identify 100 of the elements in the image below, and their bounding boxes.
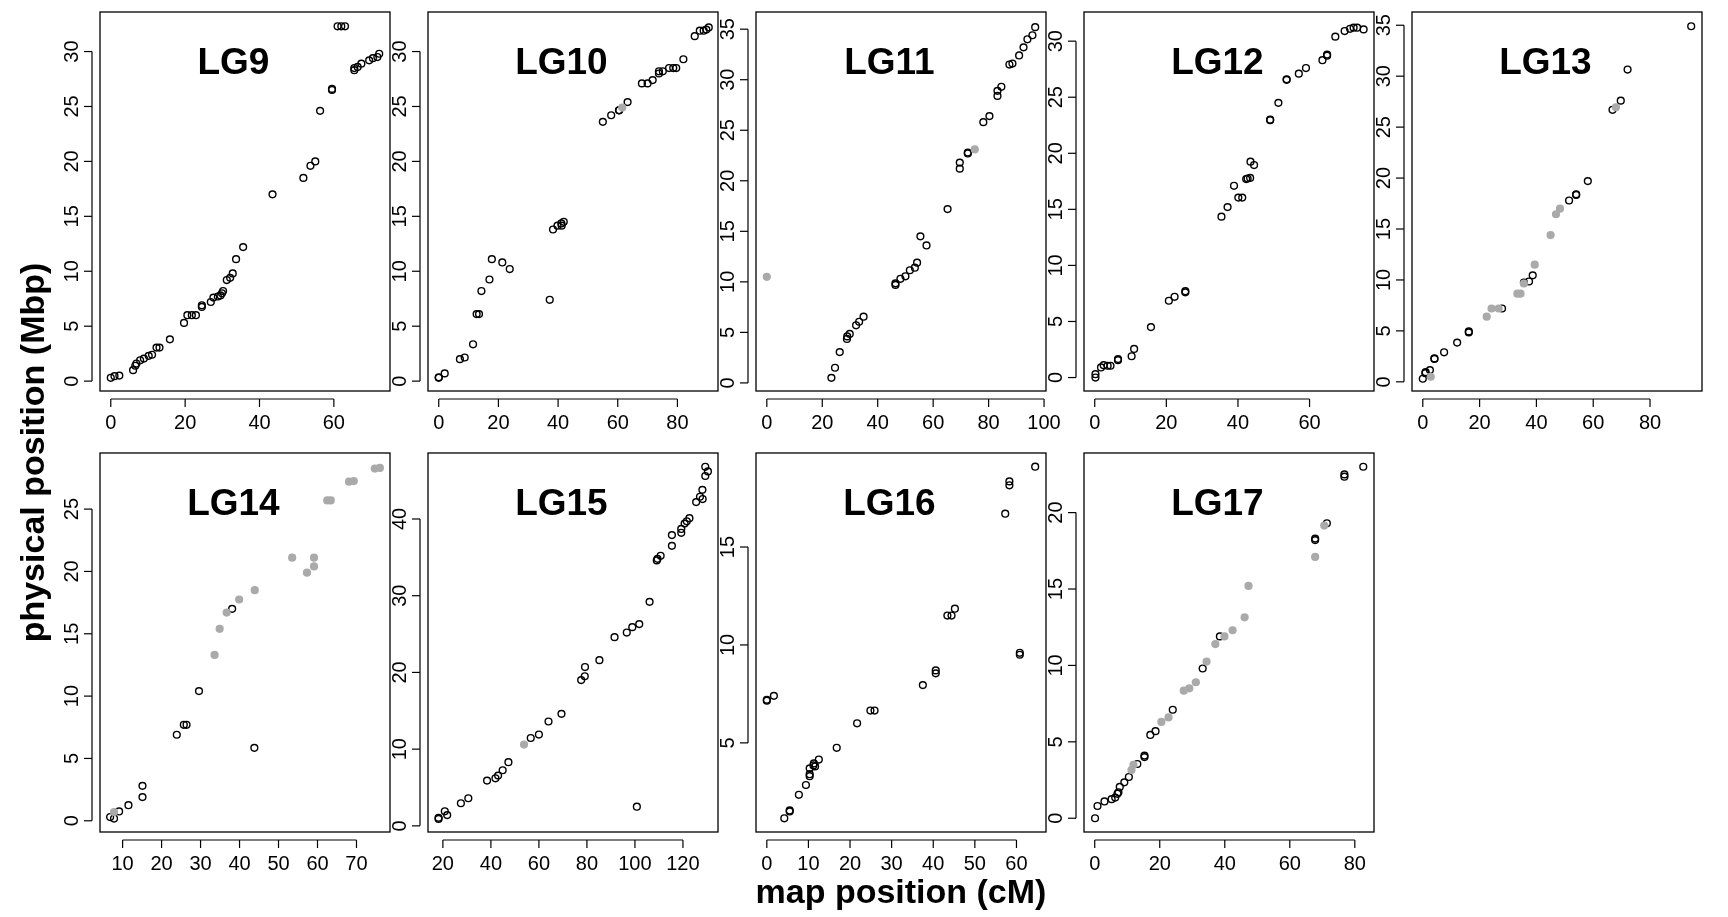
x-tick-label: 60 [306, 852, 329, 874]
x-tick-label: 40 [1213, 852, 1236, 874]
y-tick-label: 20 [1372, 166, 1394, 190]
y-tick-label: 10 [60, 684, 82, 708]
y-tick-label: 0 [388, 820, 410, 832]
text: LG14 [187, 482, 281, 523]
y-tick-label: 20 [388, 661, 410, 684]
y-tick-label: 20 [1044, 142, 1066, 165]
x-tick-label: 20 [431, 852, 455, 874]
y-tick-label: 15 [716, 535, 738, 559]
y-tick-label: 10 [1044, 254, 1066, 277]
y-tick-label: 0 [60, 375, 82, 387]
y-tick-label: 0 [60, 815, 82, 827]
x-tick-label: 0 [1089, 852, 1101, 874]
y-tick-label: 30 [388, 40, 410, 63]
x-axis-title: map position (cM) [755, 872, 1047, 910]
y-tick-label: 5 [1372, 325, 1394, 337]
x-tick-label: 80 [666, 411, 689, 433]
x-tick-label: 100 [1027, 411, 1061, 433]
x-tick-label: 0 [1417, 411, 1429, 433]
x-tick-label: 60 [922, 411, 945, 433]
x-tick-label: 60 [1298, 411, 1321, 433]
y-tick-label: 25 [60, 497, 82, 521]
y-tick-label: 5 [1044, 315, 1066, 328]
x-tick-label: 20 [487, 411, 510, 433]
y-tick-label: 10 [1044, 654, 1066, 677]
y-tick-label: 25 [388, 95, 410, 118]
x-tick-label: 40 [248, 411, 271, 433]
x-tick-label: 80 [1638, 411, 1662, 433]
x-tick-label: 20 [174, 411, 197, 433]
y-tick-label: 15 [1044, 577, 1066, 601]
x-tick-label: 20 [1155, 411, 1178, 433]
x-tick-label: 50 [267, 852, 290, 874]
x-tick-label: 80 [977, 411, 1000, 433]
y-tick-label: 30 [716, 68, 738, 91]
y-tick-label: 5 [60, 752, 82, 765]
x-tick-label: 40 [1226, 411, 1250, 433]
y-tick-label: 30 [1044, 30, 1066, 53]
text: LG17 [1171, 482, 1264, 523]
y-tick-label: 20 [60, 560, 82, 583]
x-tick-label: 60 [1278, 852, 1301, 874]
x-tick-label: 30 [880, 852, 903, 874]
y-tick-label: 15 [1372, 217, 1394, 241]
y-tick-label: 5 [1044, 736, 1066, 748]
y-tick-label: 10 [388, 738, 410, 761]
y-tick-label: 20 [716, 169, 738, 192]
x-tick-label: 30 [189, 852, 212, 874]
y-tick-label: 15 [388, 205, 410, 228]
y-tick-label: 25 [716, 119, 738, 142]
x-tick-label: 80 [575, 852, 599, 874]
x-tick-label: 60 [322, 411, 345, 433]
x-tick-label: 10 [111, 852, 134, 874]
y-tick-label: 10 [716, 633, 738, 657]
x-tick-label: 60 [1582, 411, 1605, 433]
y-tick-label: 10 [60, 260, 82, 283]
y-tick-label: 35 [1372, 14, 1394, 37]
y-tick-label: 0 [716, 377, 738, 389]
y-tick-label: 15 [60, 205, 82, 228]
x-tick-label: 40 [546, 411, 570, 433]
x-tick-label: 70 [345, 852, 368, 874]
x-tick-label: 40 [479, 852, 503, 874]
x-tick-label: 0 [1089, 411, 1101, 433]
x-tick-label: 20 [150, 852, 173, 874]
y-tick-label: 10 [716, 270, 738, 293]
y-tick-label: 15 [60, 622, 82, 645]
text: LG9 [197, 41, 270, 82]
y-tick-label: 5 [388, 320, 410, 332]
y-tick-label: 30 [1372, 65, 1394, 88]
x-tick-label: 40 [1525, 411, 1548, 433]
y-tick-label: 25 [1044, 86, 1066, 109]
text: LG16 [843, 482, 936, 523]
x-tick-label: 0 [761, 411, 773, 433]
y-tick-label: 0 [1044, 812, 1066, 824]
y-tick-label: 35 [716, 18, 738, 41]
x-tick-label: 20 [1148, 852, 1171, 874]
x-tick-label: 20 [838, 852, 862, 874]
text: LG10 [515, 41, 608, 82]
text: LG15 [515, 482, 608, 523]
y-tick-label: 30 [388, 584, 410, 607]
x-tick-label: 100 [618, 852, 652, 874]
x-tick-label: 0 [433, 411, 445, 433]
x-tick-label: 60 [606, 411, 629, 433]
x-tick-label: 60 [1005, 852, 1028, 874]
y-tick-label: 25 [60, 95, 82, 118]
x-tick-label: 40 [922, 852, 945, 874]
x-tick-label: 10 [797, 852, 820, 874]
x-tick-label: 0 [105, 411, 117, 433]
y-tick-label: 15 [716, 220, 738, 243]
x-tick-label: 40 [866, 411, 889, 433]
x-tick-label: 60 [527, 852, 551, 874]
y-tick-label: 15 [1044, 198, 1066, 221]
y-tick-label: 20 [388, 150, 410, 173]
text: LG12 [1171, 41, 1264, 82]
y-tick-label: 0 [388, 375, 410, 387]
x-tick-label: 40 [228, 852, 251, 874]
y-tick-label: 25 [1372, 116, 1394, 139]
text: LG13 [1499, 41, 1592, 82]
x-tick-label: 80 [1343, 852, 1366, 874]
y-tick-label: 30 [60, 40, 82, 63]
x-tick-label: 50 [963, 852, 986, 874]
